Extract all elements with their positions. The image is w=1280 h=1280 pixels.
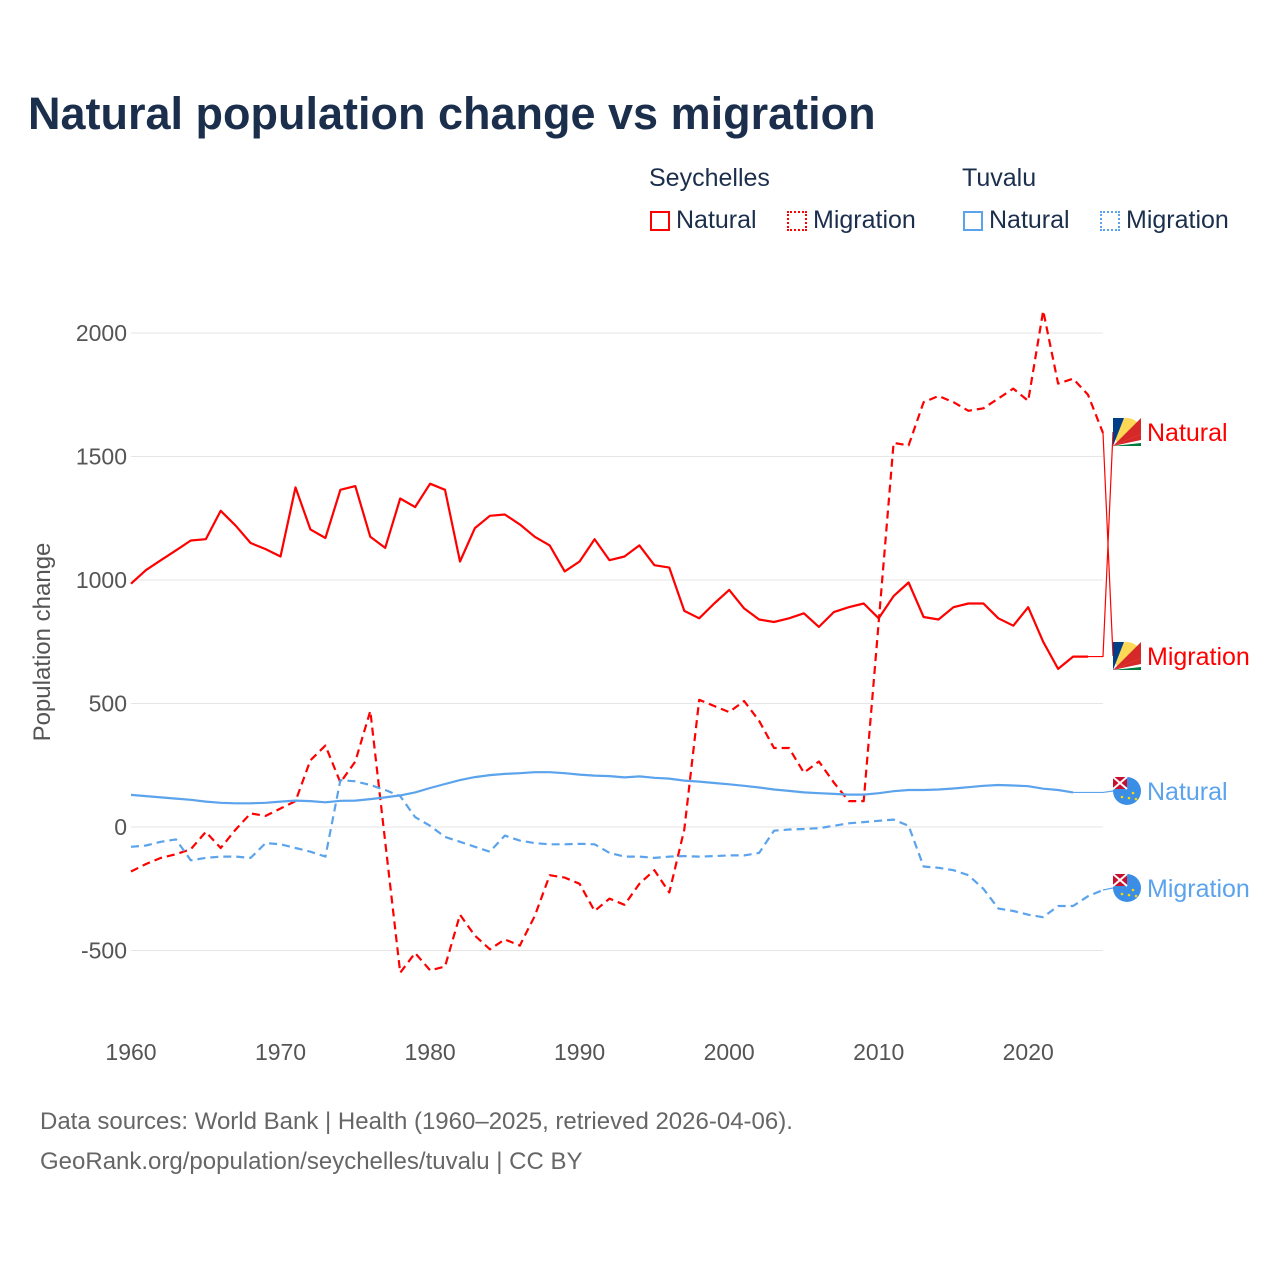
footer-sources: Data sources: World Bank | Health (1960–…: [40, 1108, 793, 1135]
y-tick-label: 1000: [76, 567, 127, 593]
series-end-label: Natural: [1147, 778, 1228, 806]
series-line-tuvalu-migration[interactable]: [130, 778, 1104, 919]
footer-credit: GeoRank.org/population/seychelles/tuvalu…: [40, 1148, 583, 1175]
x-tick-label: 2020: [1003, 1039, 1054, 1065]
legend-label: Natural: [989, 206, 1070, 234]
chart-title: Natural population change vs migration: [28, 88, 876, 139]
end-label-connector: [1102, 887, 1114, 891]
tuvalu-flag-icon: [1112, 776, 1141, 805]
series-end-label: Natural: [1147, 419, 1228, 447]
x-tick-label: 1980: [404, 1039, 455, 1065]
series-end-label: Migration: [1147, 643, 1250, 671]
y-tick-label: 500: [89, 691, 127, 717]
legend-group-tuvalu: Tuvalu: [962, 164, 1037, 192]
legend-group-seychelles: Seychelles: [649, 164, 770, 192]
end-label-connector: [1088, 431, 1114, 658]
legend-tuvalu-migration[interactable]: Migration: [1100, 206, 1229, 235]
legend-swatch-dotted: [1100, 210, 1120, 231]
end-label-connector: [1073, 790, 1114, 794]
series-line-tuvalu-natural[interactable]: [130, 771, 1074, 805]
end-label-connector: [1102, 433, 1114, 657]
seychelles-flag-icon: [1113, 418, 1141, 446]
y-tick-label: -500: [81, 938, 127, 964]
legend-swatch-dotted: [787, 210, 807, 231]
x-tick-label: 2010: [853, 1039, 904, 1065]
y-tick-label: 2000: [76, 320, 127, 346]
legend-tuvalu-natural[interactable]: Natural: [963, 206, 1070, 235]
x-tick-label: 1990: [554, 1039, 605, 1065]
legend-seychelles-natural[interactable]: Natural: [650, 206, 757, 235]
series-end-label: Migration: [1147, 875, 1250, 903]
x-tick-label: 2000: [704, 1039, 755, 1065]
x-tick-label: 1970: [255, 1039, 306, 1065]
legend-swatch-solid: [650, 210, 670, 231]
legend-swatch-solid: [963, 210, 983, 231]
x-tick-label: 1960: [105, 1039, 156, 1065]
y-tick-label: 1500: [76, 444, 127, 470]
seychelles-flag-icon: [1113, 642, 1141, 670]
series-line-seychelles-natural[interactable]: [130, 482, 1088, 671]
legend-label: Migration: [1126, 206, 1229, 234]
y-tick-label: 0: [114, 814, 127, 840]
tuvalu-flag-icon: [1112, 873, 1141, 902]
legend-label: Migration: [813, 206, 916, 234]
legend-label: Natural: [676, 206, 757, 234]
legend-seychelles-migration[interactable]: Migration: [787, 206, 916, 235]
series-line-seychelles-migration[interactable]: [130, 309, 1105, 974]
y-axis-label: Population change: [29, 543, 56, 742]
